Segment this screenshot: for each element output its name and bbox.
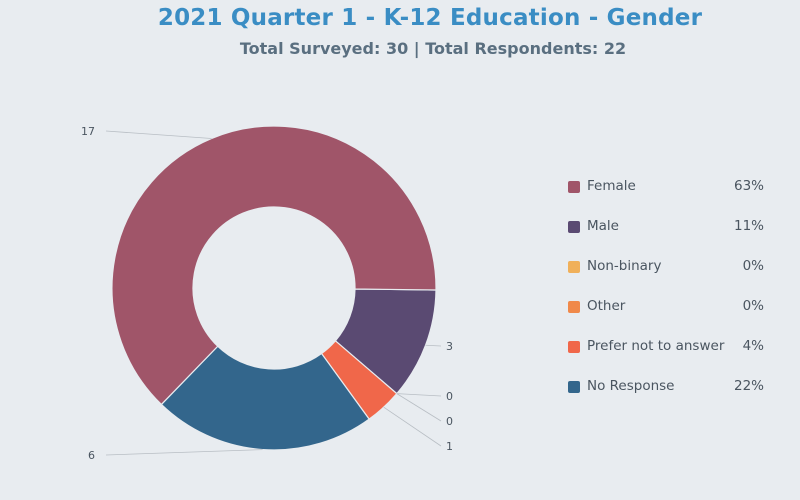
leader-line [396, 393, 442, 422]
legend-label: Male [587, 218, 619, 234]
leader-line [396, 393, 442, 397]
legend-item-prefer-not-to-answer[interactable]: Prefer not to answer 4% [568, 336, 764, 356]
leader-line [105, 130, 212, 139]
legend-item-no-response[interactable]: No Response 22% [568, 376, 764, 396]
legend-label: Non-binary [587, 258, 662, 274]
legend-swatch [568, 301, 580, 313]
legend-label: Prefer not to answer [587, 338, 725, 354]
legend-swatch [568, 381, 580, 393]
slice-female[interactable] [111, 125, 437, 406]
chart-legend: Female 63% Male 11% Non-binary 0% Other 0% Prefe… [568, 176, 764, 416]
slice-value-label: 0 [446, 415, 453, 428]
chart-subtitle: Total Surveyed: 30 | Total Respondents: … [239, 39, 627, 58]
legend-item-male[interactable]: Male 11% [568, 216, 764, 236]
legend-swatch [568, 261, 580, 273]
slice-value-label: 1 [446, 440, 453, 453]
leader-line [383, 406, 442, 447]
legend-label: No Response [587, 378, 675, 394]
legend-item-other[interactable]: Other 0% [568, 296, 764, 316]
legend-label: Other [587, 298, 626, 314]
legend-swatch [568, 341, 580, 353]
legend-percent: 22% [733, 378, 764, 394]
legend-swatch [568, 221, 580, 233]
chart-title: 2021 Quarter 1 - K-12 Education - Gender [157, 5, 703, 31]
legend-percent: 63% [733, 178, 764, 194]
legend-percent: 0% [742, 258, 764, 274]
legend-swatch [568, 181, 580, 193]
slice-value-label: 17 [81, 125, 95, 138]
legend-item-female[interactable]: Female 63% [568, 176, 764, 196]
slice-no-response[interactable] [160, 345, 370, 451]
leader-line [425, 344, 442, 347]
legend-percent: 0% [742, 298, 764, 314]
legend-item-non-binary[interactable]: Non-binary 0% [568, 256, 764, 276]
slice-value-label: 3 [446, 340, 453, 353]
leader-line [105, 449, 263, 456]
legend-percent: 11% [733, 218, 764, 234]
legend-label: Female [587, 178, 636, 194]
slice-value-label: 6 [88, 449, 95, 462]
legend-percent: 4% [742, 338, 764, 354]
slice-value-label: 0 [446, 390, 453, 403]
